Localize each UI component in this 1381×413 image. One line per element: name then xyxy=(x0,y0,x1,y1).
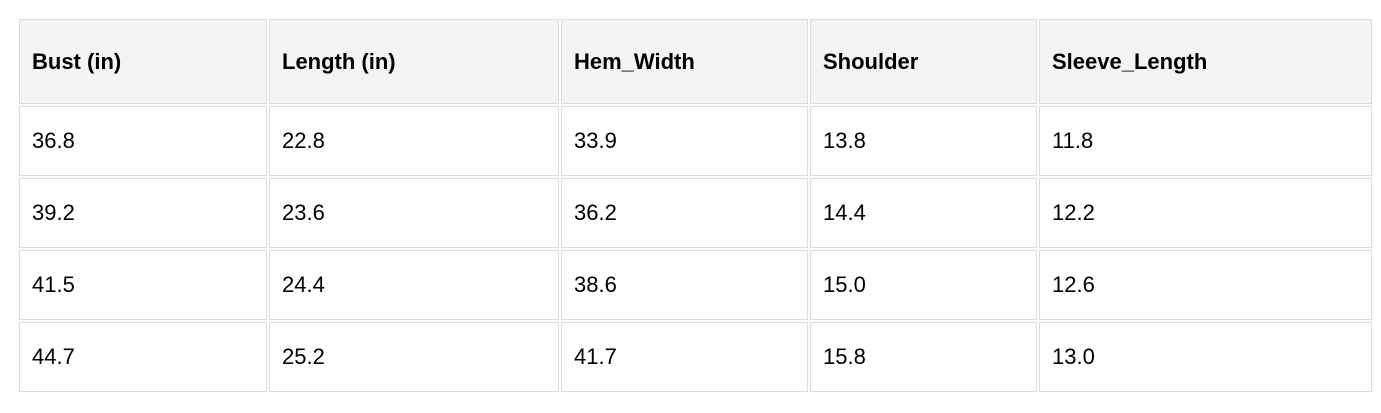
header-row: Bust (in) Length (in) Hem_Width Shoulder… xyxy=(19,19,1372,104)
table-row: 41.5 24.4 38.6 15.0 12.6 xyxy=(19,250,1372,320)
table-cell: 36.8 xyxy=(19,106,267,176)
table-cell: 41.7 xyxy=(561,322,808,392)
table-cell: 12.6 xyxy=(1039,250,1372,320)
table-cell: 33.9 xyxy=(561,106,808,176)
table-cell: 24.4 xyxy=(269,250,559,320)
table-cell: 36.2 xyxy=(561,178,808,248)
table-cell: 15.8 xyxy=(810,322,1037,392)
header-shoulder: Shoulder xyxy=(810,19,1037,104)
header-sleeve-length: Sleeve_Length xyxy=(1039,19,1372,104)
table-cell: 13.0 xyxy=(1039,322,1372,392)
table-row: 44.7 25.2 41.7 15.8 13.0 xyxy=(19,322,1372,392)
header-length: Length (in) xyxy=(269,19,559,104)
table-row: 39.2 23.6 36.2 14.4 12.2 xyxy=(19,178,1372,248)
header-hem-width: Hem_Width xyxy=(561,19,808,104)
table-cell: 22.8 xyxy=(269,106,559,176)
table-cell: 13.8 xyxy=(810,106,1037,176)
header-bust: Bust (in) xyxy=(19,19,267,104)
table-cell: 39.2 xyxy=(19,178,267,248)
table-cell: 25.2 xyxy=(269,322,559,392)
table-cell: 38.6 xyxy=(561,250,808,320)
table-cell: 14.4 xyxy=(810,178,1037,248)
table-cell: 12.2 xyxy=(1039,178,1372,248)
table-cell: 44.7 xyxy=(19,322,267,392)
table-cell: 11.8 xyxy=(1039,106,1372,176)
table-cell: 15.0 xyxy=(810,250,1037,320)
table-row: 36.8 22.8 33.9 13.8 11.8 xyxy=(19,106,1372,176)
table-cell: 41.5 xyxy=(19,250,267,320)
measurements-table: Bust (in) Length (in) Hem_Width Shoulder… xyxy=(17,17,1374,394)
table-cell: 23.6 xyxy=(269,178,559,248)
